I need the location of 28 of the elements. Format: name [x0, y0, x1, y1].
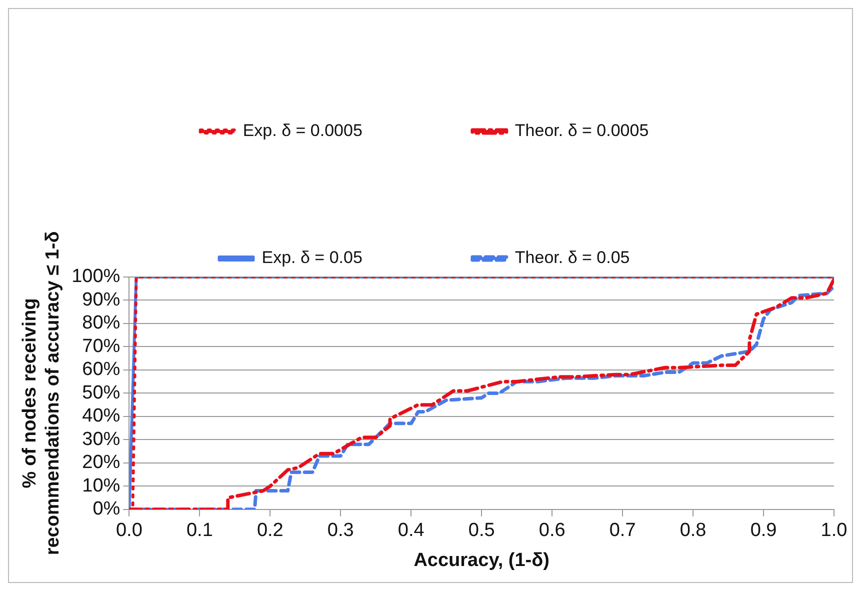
y-tick-label: 100%	[72, 266, 120, 288]
x-tick-label: 0.4	[398, 520, 425, 542]
x-tick-label: 0.1	[186, 520, 213, 542]
y-tick-label: 80%	[82, 312, 120, 334]
legend-label: Theor. δ = 0.0005	[514, 121, 649, 140]
x-tick-label: 0.2	[256, 520, 284, 542]
y-tick-label: 70%	[82, 336, 120, 357]
x-tick-label: 0.3	[327, 520, 354, 542]
x-tick-label: 0.6	[538, 520, 566, 542]
x-tick-label: 0.8	[680, 520, 706, 542]
x-tick-label: 0.9	[750, 520, 777, 542]
y-tick-label: 50%	[82, 382, 120, 404]
x-axis-title: Accuracy, (1-δ)	[414, 550, 550, 571]
y-axis-title: % of nodes receiving recommendations of accuracy ≤ 1-δ	[20, 231, 64, 556]
y-tick-label: 40%	[82, 406, 120, 427]
y-tick-label: 10%	[82, 475, 120, 496]
x-tick-label: 0.5	[468, 520, 495, 542]
y-tick-label: 60%	[82, 359, 120, 380]
legend-label: Exp. δ = 0.05	[262, 248, 362, 268]
y-tick-label: 90%	[82, 289, 120, 310]
y-tick-label: 20%	[82, 452, 120, 474]
x-tick-label: 0.7	[609, 520, 636, 542]
y-tick-label: 30%	[82, 428, 120, 450]
legend-label: Theor. δ = 0.05	[514, 248, 630, 268]
x-tick-label: 1.0	[820, 520, 848, 542]
x-tick-label: 0.0	[116, 520, 142, 542]
y-tick-label: 0%	[92, 498, 120, 520]
legend-label: Exp. δ = 0.0005	[242, 121, 362, 140]
